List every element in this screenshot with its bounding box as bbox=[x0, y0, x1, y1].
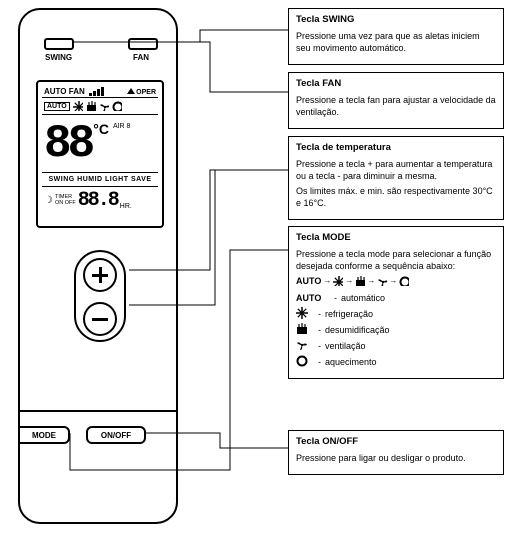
temp-minus-button[interactable] bbox=[83, 302, 117, 336]
callout-title: Tecla SWING bbox=[296, 14, 496, 27]
heat-icon bbox=[399, 276, 409, 286]
lcd-oper: OPER bbox=[127, 88, 156, 96]
remote-divider bbox=[20, 410, 176, 412]
callout-text: Pressione para ligar ou desligar o produ… bbox=[296, 452, 496, 464]
temp-plus-button[interactable] bbox=[83, 258, 117, 292]
mode-label: desumidificação bbox=[325, 324, 390, 336]
callout-temp: Tecla de temperatura Pressione a tecla +… bbox=[288, 136, 504, 220]
callout-text: Pressione a tecla + para aumentar a temp… bbox=[296, 158, 496, 182]
mode-label: ventilação bbox=[325, 340, 366, 352]
fan-icon bbox=[296, 339, 309, 352]
mode-list: AUTO-automático -refrigeração -desumidif… bbox=[296, 292, 496, 368]
lcd-autofan: AUTO FAN bbox=[44, 87, 85, 96]
snow-icon bbox=[333, 276, 343, 286]
callout-onoff: Tecla ON/OFF Pressione para ligar ou des… bbox=[288, 430, 504, 475]
callout-fan: Tecla FAN Pressione a tecla fan para aju… bbox=[288, 72, 504, 129]
callout-text: Pressione uma vez para que as aletas ini… bbox=[296, 30, 496, 54]
fan-button[interactable] bbox=[128, 38, 158, 50]
lcd-display: AUTO FAN OPER AUTO 88 °C AIR 8 SWING HUM… bbox=[36, 80, 164, 228]
callout-text: Pressione a tecla fan para ajustar a vel… bbox=[296, 94, 496, 118]
mode-label: automático bbox=[341, 292, 385, 304]
callout-mode: Tecla MODE Pressione a tecla mode para s… bbox=[288, 226, 504, 379]
mode-button[interactable]: MODE bbox=[18, 426, 70, 444]
remote-control: SWING FAN AUTO FAN OPER AUTO 88 °C AIR 8… bbox=[18, 8, 178, 524]
mode-sequence: AUTO→ → → → bbox=[296, 275, 496, 287]
lcd-hr: HR. bbox=[120, 203, 132, 210]
lcd-timer-label: TIMERON OFF bbox=[55, 195, 76, 206]
fan-icon bbox=[377, 276, 387, 286]
callout-title: Tecla ON/OFF bbox=[296, 436, 496, 449]
mode-label: refrigeração bbox=[325, 308, 373, 320]
onoff-button[interactable]: ON/OFF bbox=[86, 426, 146, 444]
callout-title: Tecla FAN bbox=[296, 78, 496, 91]
fan-speed-bars-icon bbox=[89, 87, 104, 96]
callout-swing: Tecla SWING Pressione uma vez para que a… bbox=[288, 8, 504, 65]
callout-title: Tecla de temperatura bbox=[296, 142, 496, 155]
callout-text: Pressione a tecla mode para selecionar a… bbox=[296, 248, 496, 272]
lcd-temp-digits: 88 bbox=[44, 121, 91, 167]
swing-label: SWING bbox=[45, 53, 72, 62]
dehum-icon bbox=[355, 276, 365, 286]
callout-text: Os limites máx. e min. são respectivamen… bbox=[296, 185, 496, 209]
heat-icon bbox=[112, 101, 122, 111]
lcd-timer-digits: 88.8 bbox=[78, 189, 118, 212]
fan-label: FAN bbox=[133, 53, 149, 62]
dehum-icon bbox=[296, 323, 309, 336]
callout-title: Tecla MODE bbox=[296, 232, 496, 245]
temp-rocker bbox=[74, 250, 126, 342]
lcd-air: AIR 8 bbox=[113, 123, 131, 130]
mode-key: AUTO bbox=[296, 292, 330, 304]
snow-icon bbox=[73, 101, 83, 111]
dehum-icon bbox=[86, 101, 96, 111]
lcd-degc: °C bbox=[93, 121, 109, 137]
mode-label: aquecimento bbox=[325, 356, 377, 368]
heat-icon bbox=[296, 355, 309, 368]
moon-icon: ☽ bbox=[44, 195, 53, 206]
snow-icon bbox=[296, 307, 309, 320]
fan-icon bbox=[99, 101, 109, 111]
lcd-auto-box: AUTO bbox=[44, 102, 70, 111]
swing-button[interactable] bbox=[44, 38, 74, 50]
lcd-indicators: SWING HUMID LIGHT SAVE bbox=[42, 173, 158, 187]
